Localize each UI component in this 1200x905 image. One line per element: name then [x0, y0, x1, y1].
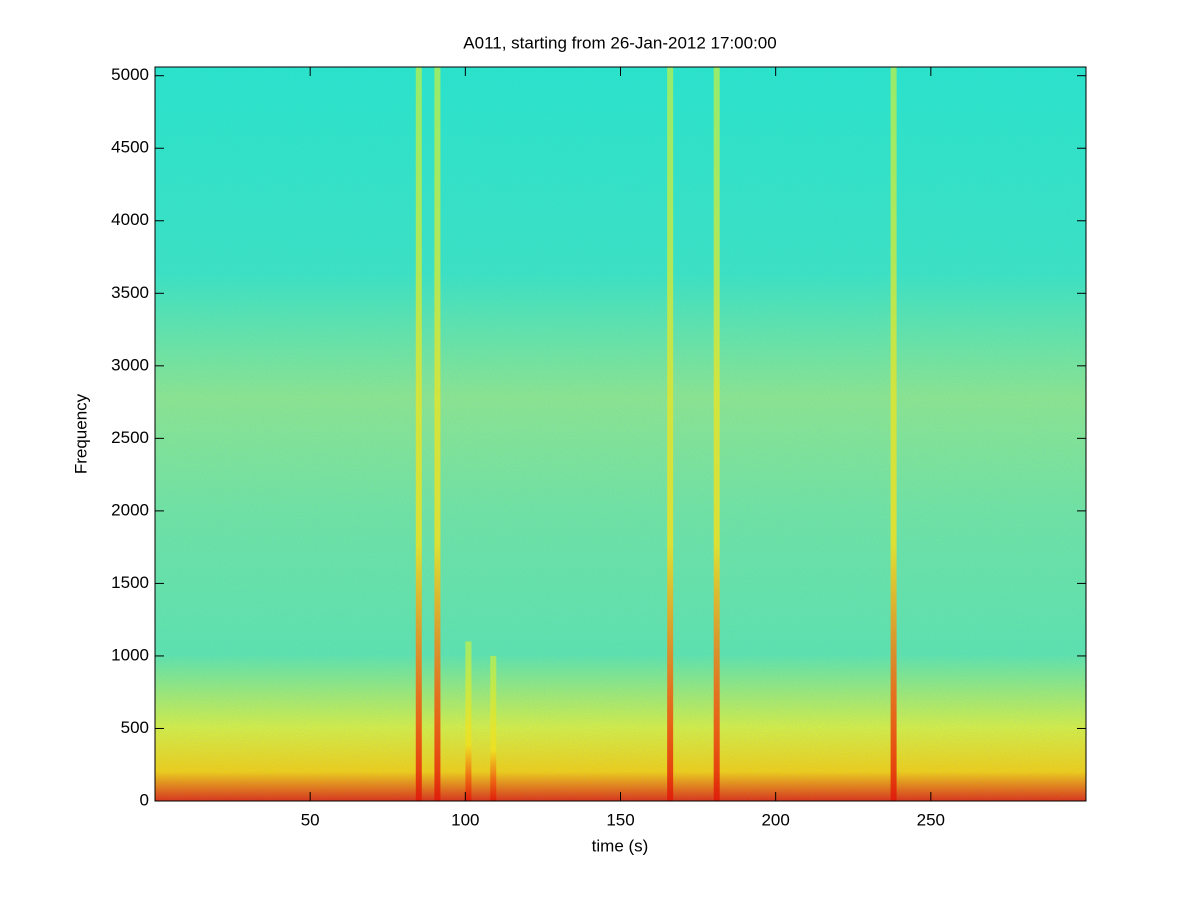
x-tick-label: 250	[917, 810, 945, 829]
energy-stripe	[667, 67, 674, 801]
energy-stripe	[890, 67, 897, 801]
y-tick-label: 500	[121, 718, 149, 737]
y-tick-label: 1500	[111, 573, 149, 592]
y-tick-label: 2500	[111, 428, 149, 447]
x-tick-label: 200	[761, 810, 789, 829]
x-axis-label: time (s)	[592, 836, 649, 855]
y-tick-label: 3000	[111, 355, 149, 374]
y-tick-label: 4000	[111, 210, 149, 229]
x-tick-label: 100	[451, 810, 479, 829]
chart-title: A011, starting from 26-Jan-2012 17:00:00	[463, 33, 776, 52]
x-tick-label: 150	[606, 810, 634, 829]
y-axis-label: Frequency	[71, 393, 90, 474]
y-tick-label: 5000	[111, 65, 149, 84]
energy-stripe	[465, 641, 472, 801]
noise-texture	[155, 67, 1086, 801]
y-tick-label: 0	[140, 790, 149, 809]
y-tick-label: 4500	[111, 138, 149, 157]
x-tick-label: 50	[301, 810, 320, 829]
energy-stripe	[415, 67, 422, 801]
y-tick-label: 1000	[111, 645, 149, 664]
y-tick-label: 3500	[111, 283, 149, 302]
y-tick-label: 2000	[111, 500, 149, 519]
energy-stripe	[713, 67, 720, 801]
energy-stripe	[434, 67, 441, 801]
energy-stripe	[490, 655, 497, 801]
